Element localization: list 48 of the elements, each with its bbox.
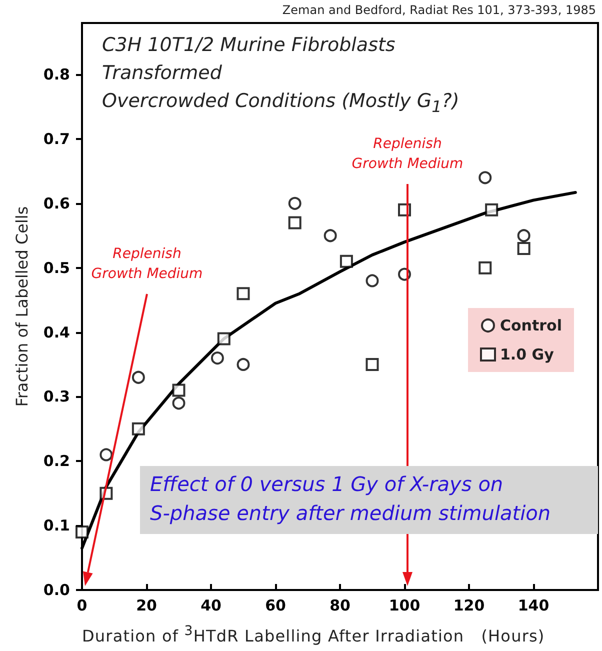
y-tick-label: 0.0 [43,581,70,599]
y-tick-label: 0.8 [43,66,70,84]
x-tick-label: 80 [330,596,350,614]
point [288,196,302,210]
point [517,229,530,242]
point [340,254,353,268]
y-tick-label: 0.3 [43,388,70,406]
annotation: Replenish Growth Medium [350,135,464,174]
y-tick-label: 0.7 [43,130,70,148]
y-axis-title: Fraction of Labelled Cells [12,206,32,407]
text: Zeman and Bedford, Radiat Res 101, 373-393, 1985 [282,3,596,17]
x-tick-label: 140 [518,596,550,614]
x-tick-label: 20 [136,596,157,614]
point [236,287,250,300]
point [132,370,145,384]
x-tick-label: 0 [76,596,88,614]
legend-label: 1.0 Gy [500,346,554,364]
point [210,352,224,365]
point [172,384,186,397]
legend-label: Control [500,316,562,334]
point [76,526,88,539]
point [217,332,230,346]
point [100,448,113,462]
point [132,422,145,436]
text: C3H 10T1/2 Murine Fibroblasts [102,33,396,58]
x-tick-label: 120 [453,596,485,614]
point [478,171,492,184]
point [366,274,379,288]
x-tick-label: 60 [265,596,286,614]
y-tick-label: 0.4 [43,323,70,342]
point [517,242,530,256]
point [485,203,498,216]
point [324,229,337,242]
point [478,261,492,274]
x-axis-title: Duration of $^{3}$HTdR Labelling After Irradiation (Hours) [82,624,545,646]
x-tick-label: 100 [388,596,420,614]
y-tick-label: 0.1 [43,516,70,535]
point [288,216,302,230]
point [236,358,250,371]
point [366,358,379,371]
text: Transformed Overcrowded Conditions (Mostly G$_{1}$?) [102,61,460,118]
y-tick-label: 0.5 [43,258,70,277]
annotation: Replenish Growth Medium [90,245,204,284]
y-tick-label: 0.2 [43,452,70,470]
text: Effect of 0 versus 1 Gy of X-rays on S-phase entry after medium stimulation [150,472,551,525]
point [172,396,186,410]
y-tick-label: 0.6 [43,194,70,212]
x-tick-label: 40 [200,596,222,614]
